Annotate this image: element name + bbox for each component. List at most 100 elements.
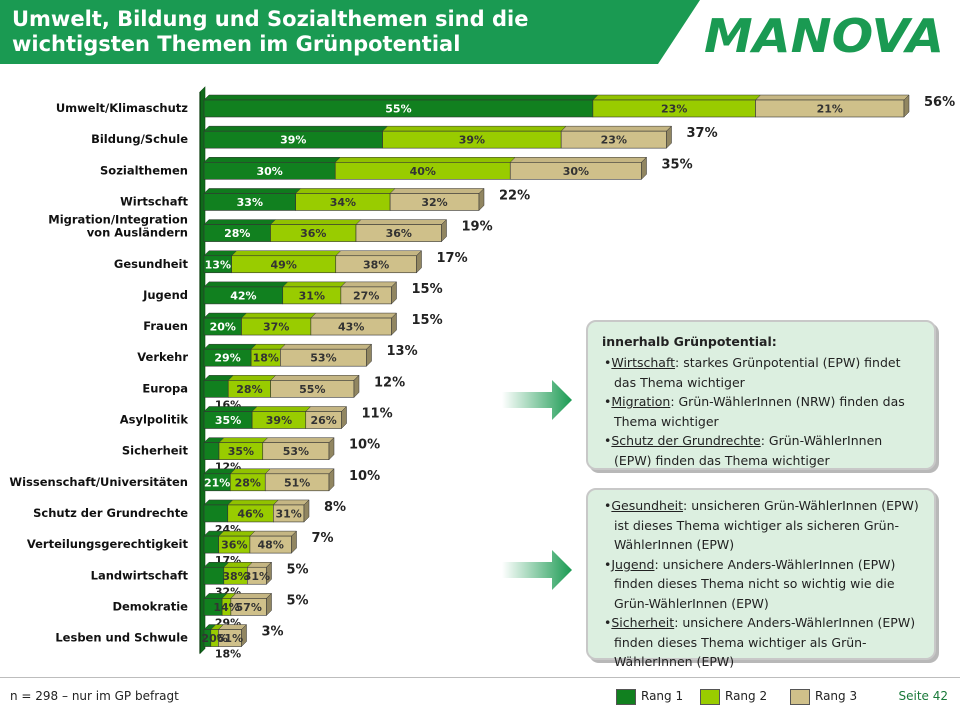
bar-segment-top [310,312,398,319]
bar-segment-top [229,468,271,475]
bar-segment-top [203,281,289,288]
bar-segment-top [270,375,360,381]
bar-segment-top [251,406,312,412]
bar-segment-top [203,219,277,225]
data-label: 33% [237,196,263,209]
callout-term: Jugend [611,556,655,572]
bar-side [341,405,347,430]
bar-side [366,343,372,367]
bar-side [266,561,272,585]
data-label: 21% [817,103,843,116]
bar-side [266,592,272,617]
bar-segment-top [592,94,762,101]
data-label: 48% [258,539,284,552]
bar-segment [203,566,225,585]
data-label: 27% [353,289,379,302]
category-label: Asylpolitik [120,413,189,427]
data-label: 36% [221,539,247,552]
bar-segment-top [250,343,286,350]
data-label: 37% [263,321,289,334]
callout-bottom: •Gesundheit: unsicheren Grün-WählerInnen… [586,488,936,669]
data-label: 42% [230,289,256,302]
category-label: Lesben und Schwule [55,631,188,645]
bar-side [328,437,335,461]
category-label: Migration/Integration [48,213,188,227]
bar-segment-top [335,250,423,256]
page-number: Seite 42 [898,689,948,703]
data-label: 31% [299,289,325,302]
bar-segment-top [754,94,910,101]
data-label: 38% [222,570,248,583]
total-label: 22% [499,188,530,203]
callout-top: innerhalb Grünpotential: •Wirtschaft: st… [586,320,936,470]
data-label: 14% [213,601,239,614]
bar-segment-top [509,157,648,163]
bar-segment [203,504,229,523]
legend-label: Rang 1 [641,689,684,703]
callout-bottom-item: •Jugend: unsichere Anders-WählerInnen (E… [604,556,896,611]
bar-segment-top [305,406,348,412]
bar-segment-top [203,250,238,256]
data-label: 55% [299,383,325,396]
total-label: 8% [324,500,346,515]
bar-segment-top [230,593,273,599]
bar-segment-top [279,343,373,350]
bar-segment-top [203,157,341,163]
category-label: Europa [142,381,188,395]
footnote: n = 298 – nur im GP befragt [10,689,179,703]
category-label: Gesundheit [114,257,189,271]
data-label: 43% [338,321,364,334]
data-label: 26% [310,414,336,427]
data-label: 30% [256,165,282,178]
bar-segment-top [203,125,389,132]
title-band [0,0,700,64]
bar-segment-top [282,281,347,288]
bar-segment-top [203,406,258,412]
bar-side [353,374,360,398]
total-label: 5% [287,593,309,608]
callout-term: Migration [611,394,671,409]
data-label: 31% [244,570,270,583]
arrow-right-icon [502,550,572,590]
bar-segment-top [203,468,236,475]
callout-text: : Grün-WählerInnen (NRW) finden das Them… [614,394,905,429]
category-label: Frauen [143,319,188,333]
bar-segment-top [340,281,398,288]
data-label: 35% [228,445,254,458]
data-label: 23% [601,134,627,147]
total-label: 13% [387,344,418,359]
bar-segment [203,380,229,398]
bar-segment-top [249,530,298,537]
callout-text: : unsichere Anders-WählerInnen (EPW) fin… [614,615,916,669]
total-label: 37% [687,126,718,141]
data-label: 20% [210,321,236,334]
bar-segment-top [218,437,269,443]
total-label: 7% [312,531,334,546]
data-label: 28% [235,476,261,489]
category-label: von Ausländern [87,226,188,240]
bar-segment [203,442,220,460]
category-label: Schutz der Grundrechte [33,506,188,520]
callout-term: Schutz der Grundrechte [611,433,761,448]
data-label: 39% [459,134,485,147]
total-label: 15% [412,313,443,328]
callout-term: Wirtschaft [611,355,676,370]
category-label: Wirtschaft [120,194,188,208]
total-label: 17% [437,251,468,266]
data-label: 55% [385,103,411,116]
category-label: Verteilungsgerechtigkeit [27,537,189,551]
bar-side [416,250,422,274]
bar-segment-top [203,94,599,101]
data-label: 29% [214,352,240,365]
callout-text: : unsichere Anders-WählerInnen (EPW) fin… [614,556,896,611]
data-label: 39% [280,134,306,147]
data-label: 51% [284,476,310,489]
category-label: Wissenschaft/Universitäten [9,475,188,489]
bar-segment-top [203,343,257,350]
total-label: 3% [262,625,284,640]
bar-side [303,499,310,523]
callout-bottom-item: •Sicherheit: unsichere Anders-WählerInne… [604,615,916,669]
legend-swatch [790,689,810,705]
category-label: Sozialthemen [100,163,188,177]
